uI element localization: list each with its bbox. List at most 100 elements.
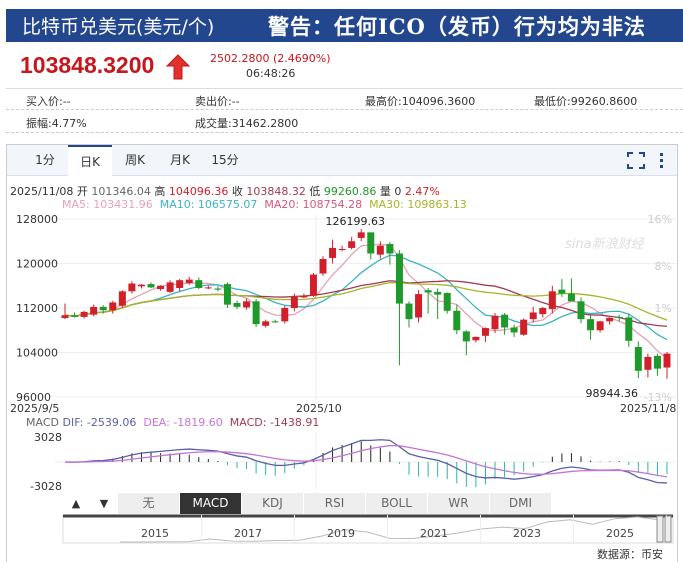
high-price: 最高价:104096.3600 [365, 95, 476, 108]
indicator-tab-boll[interactable]: BOLL [366, 493, 428, 514]
candle-body [99, 306, 107, 311]
candle-body [243, 301, 251, 308]
indicator-tab-rsi[interactable]: RSI [304, 493, 366, 514]
sina-watermark: sina新浪财经 [565, 236, 646, 252]
candle-body [252, 301, 260, 325]
candle [61, 303, 69, 320]
candle [204, 285, 212, 290]
candle [223, 282, 231, 308]
navigator-handle-left[interactable] [656, 515, 664, 543]
tab-monthly[interactable]: 月K [170, 153, 190, 167]
quote-time: 06:48:26 [246, 67, 296, 80]
candle-body [663, 353, 671, 368]
y-tick-label: 104000 [16, 347, 58, 360]
candle-body [348, 241, 356, 248]
ohlc-readout: 2025/11/08 开 101346.04 高 104096.36 收 103… [10, 183, 440, 199]
open-value: 101346.04 [91, 185, 151, 198]
candle-body [548, 291, 556, 310]
ma5-line [64, 243, 668, 359]
x-label-mid: 2025/10 [296, 402, 342, 415]
indicator-tab-dmi[interactable]: DMI [490, 493, 552, 514]
candle-body [195, 280, 203, 288]
ma30-label: MA30: 109863.13 [369, 198, 467, 211]
more-menu-icon[interactable] [659, 152, 665, 169]
title-bar: 比特币兑美元(美元/个) 警告：任何ICO（发币）行为均为非法 [6, 9, 683, 42]
candle [109, 300, 117, 314]
candle-body [71, 315, 79, 317]
indicator-tab-macd[interactable]: MACD [180, 493, 242, 514]
warning-banner: 警告：任何ICO（发币）行为均为非法 [268, 13, 646, 39]
candle [357, 229, 365, 242]
candle-body [625, 317, 633, 341]
candle [395, 250, 403, 366]
candle [243, 298, 251, 310]
y-tick-label: 96000 [16, 391, 51, 404]
up-arrow-icon [166, 54, 190, 80]
candle [300, 293, 308, 298]
candle-body [653, 355, 661, 369]
candle-body [567, 293, 575, 302]
ask-price: 卖出价:-- [195, 95, 240, 108]
candle-body [376, 245, 384, 255]
candle-body [453, 310, 461, 331]
navigator-handle-right[interactable] [664, 515, 672, 543]
pct-tick-label: 16% [648, 213, 672, 226]
navigator-year-label: 2021 [420, 527, 448, 540]
macd-tick-label: 3028 [34, 431, 62, 444]
vol-label: 量 [379, 185, 391, 198]
dea-value: DEA: -1819.60 [143, 416, 223, 429]
candle-body [157, 285, 165, 290]
close-value: 103848.32 [246, 185, 306, 198]
ma-legend: MA5: 103431.96 MA10: 106575.07 MA20: 108… [62, 198, 467, 211]
navigator-line [119, 516, 661, 543]
scroll-up-button[interactable]: ▲ [71, 497, 81, 510]
indicator-tab-wr[interactable]: WR [428, 493, 490, 514]
candle [214, 286, 222, 292]
macd-value: MACD: -1438.91 [229, 416, 320, 429]
candle [644, 353, 652, 378]
candle-body [501, 314, 509, 328]
indicator-tab-无[interactable]: 无 [118, 493, 180, 514]
candle-body [61, 315, 69, 319]
candle-body [204, 287, 212, 289]
candle [634, 341, 642, 379]
candle-body [137, 284, 145, 287]
candle [309, 272, 317, 297]
candle-body [262, 321, 270, 326]
indicator-tab-kdj[interactable]: KDJ [242, 493, 304, 514]
candle [491, 313, 499, 334]
tab-daily[interactable]: 日K [68, 145, 112, 176]
candle-body [300, 295, 308, 298]
ma10-label: MA10: 106575.07 [159, 198, 258, 211]
fullscreen-icon[interactable] [627, 152, 645, 169]
candle [376, 241, 384, 259]
tab-weekly[interactable]: 周K [125, 153, 145, 167]
candle-body [434, 291, 442, 295]
candle-body [558, 289, 566, 294]
period-tabs: 1分 日K 周K 月K 15分 [7, 145, 677, 176]
tab-1min[interactable]: 1分 [35, 153, 55, 167]
navigator-year-label: 2017 [234, 527, 262, 540]
candle [481, 327, 489, 342]
candle [137, 284, 145, 289]
candle-body [472, 336, 480, 341]
pct-tick-label: 8% [655, 260, 672, 273]
candle [501, 313, 509, 335]
volume: 成交量:31462.2800 [195, 117, 299, 130]
macd-legend: MACD DIF: -2539.06 DEA: -1819.60 MACD: -… [26, 416, 319, 429]
amplitude: 振幅:4.77% [26, 117, 87, 130]
date: 2025/11/08 [10, 185, 74, 198]
current-price: 103848.3200 [20, 52, 155, 78]
candle-body [338, 249, 346, 251]
candle-body [185, 279, 193, 283]
open-label: 开 [76, 185, 88, 198]
candle [539, 306, 547, 318]
scroll-down-button[interactable]: ▼ [99, 497, 109, 510]
candle-body [520, 319, 528, 335]
candle-body [415, 294, 423, 318]
tab-15min[interactable]: 15分 [211, 153, 239, 167]
candle-body [367, 232, 375, 254]
bid-price: 买入价:-- [26, 95, 71, 108]
candle [520, 318, 528, 336]
